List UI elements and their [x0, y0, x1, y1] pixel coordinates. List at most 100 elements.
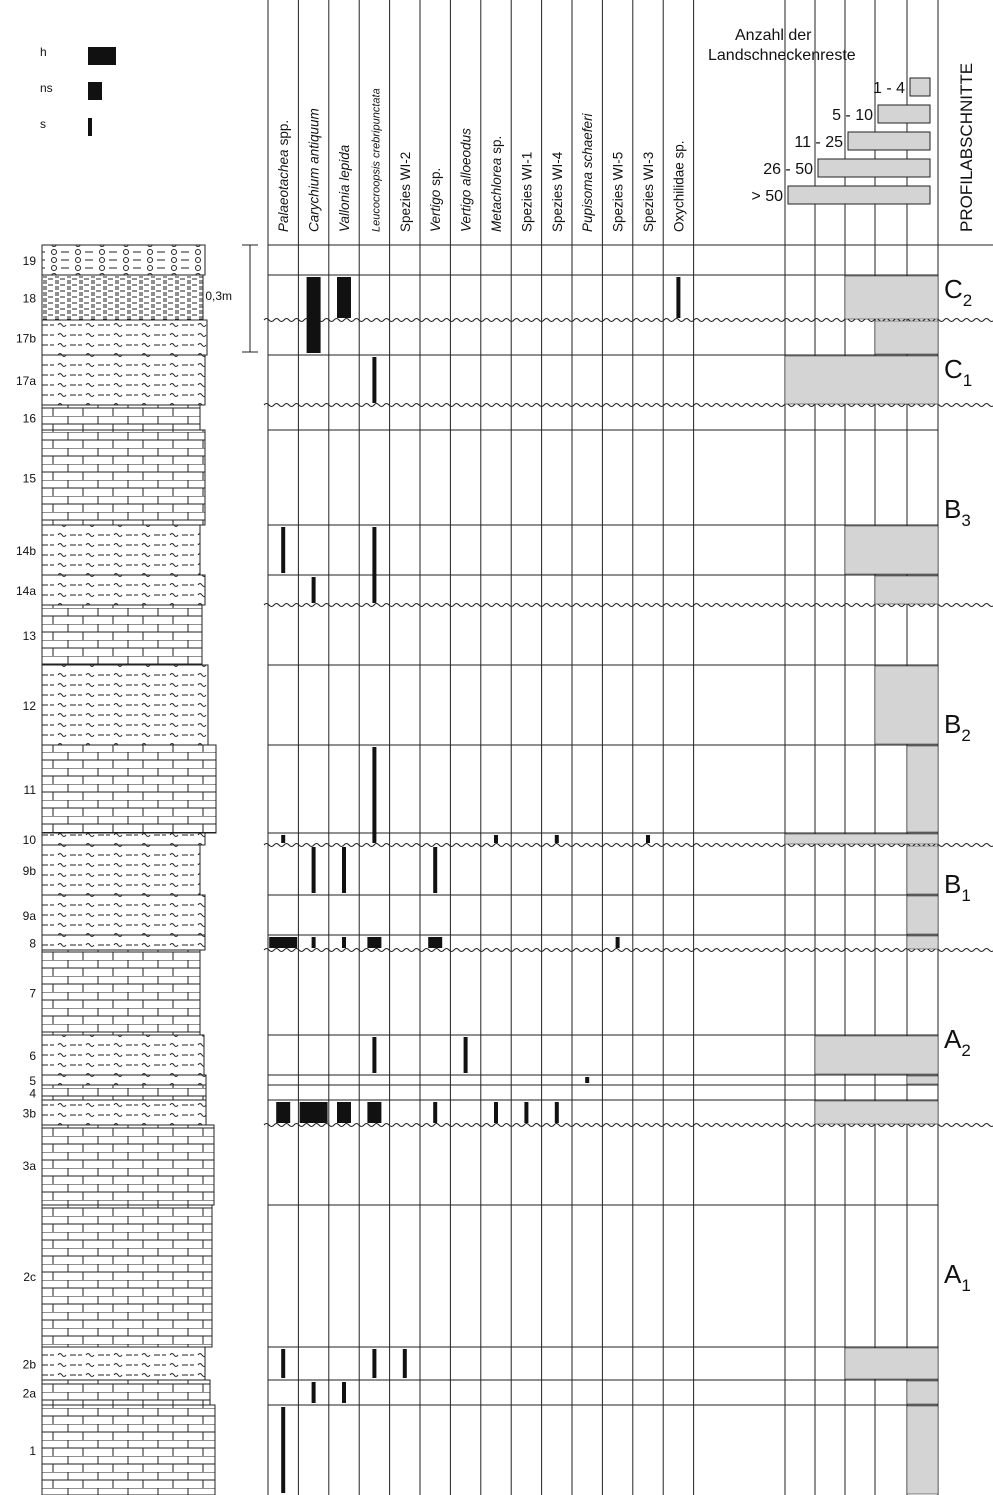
count-legend-label: 1 - 4 — [873, 80, 905, 97]
count-cell — [815, 1036, 938, 1074]
count-cell — [875, 666, 938, 744]
species-header: Spezies WI-5 — [611, 152, 626, 232]
layer-label: 17b — [16, 332, 36, 346]
occurrence-bar — [307, 277, 321, 353]
species-name: Palaeotachea — [276, 149, 291, 232]
occurrence-bar — [312, 937, 316, 948]
species-name: Vertigo alloeodus — [459, 128, 474, 232]
layer-label: 6 — [29, 1049, 36, 1063]
occurrence-bar — [312, 1382, 316, 1403]
count-legend-bar — [878, 105, 930, 123]
lithology-layer — [42, 245, 205, 275]
lithology-layer — [42, 833, 205, 845]
species-suffix: Oxychilidae sp. — [671, 140, 686, 232]
layer-label: 11 — [24, 783, 37, 797]
species-header: Vertigosp. — [428, 168, 443, 232]
layer-label: 4 — [29, 1087, 36, 1101]
species-name: Pupisoma schaeferi — [580, 112, 595, 232]
section-letter: A — [944, 1024, 962, 1054]
species-header: Spezies WI-2 — [398, 152, 413, 232]
layer-label: 15 — [23, 472, 37, 486]
lithology-layer — [42, 355, 205, 405]
occurrence-bar — [585, 1077, 589, 1083]
lithology-layer — [42, 895, 205, 935]
section-sub: 3 — [961, 511, 970, 530]
occurrence-bar — [281, 1349, 285, 1378]
species-header: Spezies WI-3 — [641, 152, 656, 232]
species-header: Vallonia lepida — [337, 144, 352, 232]
species-suffix: Spezies WI-3 — [641, 152, 656, 232]
occurrence-bar — [676, 277, 680, 318]
occurrence-bar — [433, 1102, 437, 1123]
lithology-layer — [42, 1100, 206, 1125]
species-name: Vallonia lepida — [337, 144, 352, 232]
lithology-layer — [42, 1125, 214, 1205]
lithology-layer — [42, 1405, 215, 1495]
section-label: B3 — [944, 494, 971, 530]
count-cell — [845, 1348, 938, 1379]
species-suffix: Spezies WI-1 — [519, 152, 534, 232]
count-legend-bar — [848, 132, 930, 150]
lithology-layer — [42, 845, 200, 895]
species-name: Carychium antiquum — [307, 108, 322, 232]
count-cell — [875, 576, 938, 604]
occurrence-bar — [494, 1102, 498, 1123]
occurrence-bar — [312, 847, 316, 893]
count-cell — [845, 526, 938, 574]
occurrence-bar — [403, 1349, 407, 1378]
layer-label: 13 — [23, 629, 37, 643]
count-legend-label: 26 - 50 — [763, 161, 813, 178]
lithology-layer — [42, 405, 200, 430]
species-name: Leucocroopsis crebripunctata — [370, 88, 382, 232]
legend-label: h — [40, 45, 47, 59]
count-legend-label: > 50 — [751, 188, 783, 205]
count-legend-label: 5 - 10 — [832, 107, 873, 124]
section-label: B1 — [944, 869, 971, 905]
section-sub: 2 — [963, 291, 972, 310]
section-label: C2 — [944, 274, 972, 310]
lithology-layer — [42, 665, 208, 745]
section-boundary — [264, 949, 993, 952]
occurrence-bar — [276, 1102, 290, 1123]
occurrence-bar — [372, 747, 376, 843]
lithology-layer — [42, 1347, 205, 1380]
scale-label: 0,3m — [205, 289, 232, 303]
section-letter: C — [944, 354, 963, 384]
occurrence-bar — [337, 1102, 351, 1123]
figure: h ns s 0,3m Anzahl der Landschneckenrest… — [0, 0, 993, 1495]
section-sub: 2 — [961, 1041, 970, 1060]
lithology-layer — [42, 745, 216, 833]
occurrence-bar — [555, 1102, 559, 1123]
count-cell — [907, 1381, 938, 1404]
occurrence-bar — [337, 277, 351, 318]
section-letter: B — [944, 869, 961, 899]
count-cell — [907, 936, 938, 949]
lithology-layer — [42, 1205, 212, 1347]
count-legend-bar — [910, 78, 930, 96]
species-suffix: Spezies WI-2 — [398, 152, 413, 232]
lithology-layer — [42, 935, 205, 950]
occurrence-bar — [464, 1037, 468, 1073]
count-cell — [907, 896, 938, 934]
legend-label: ns — [40, 81, 53, 95]
occurrence-bar — [372, 1037, 376, 1073]
count-cell — [907, 746, 938, 832]
layer-label: 3b — [23, 1107, 37, 1121]
lithology-layer — [42, 275, 203, 320]
species-header: Pupisoma schaeferi — [580, 112, 595, 232]
occurrence-bar — [300, 1102, 328, 1123]
lithology-layer — [42, 575, 205, 605]
layer-label: 12 — [23, 699, 37, 713]
species-suffix: sp. — [428, 168, 443, 186]
count-cell — [875, 321, 938, 354]
occurrence-bar — [312, 577, 316, 603]
legend-bar — [88, 82, 102, 100]
layer-label: 7 — [29, 987, 36, 1001]
lithology-layer — [42, 1380, 210, 1405]
count-cell — [907, 1076, 938, 1084]
section-label: A1 — [944, 1259, 971, 1295]
layer-label: 9b — [23, 864, 37, 878]
section-sub: 1 — [961, 1276, 970, 1295]
section-letter: A — [944, 1259, 962, 1289]
abundance-legend: h ns s — [40, 45, 116, 136]
